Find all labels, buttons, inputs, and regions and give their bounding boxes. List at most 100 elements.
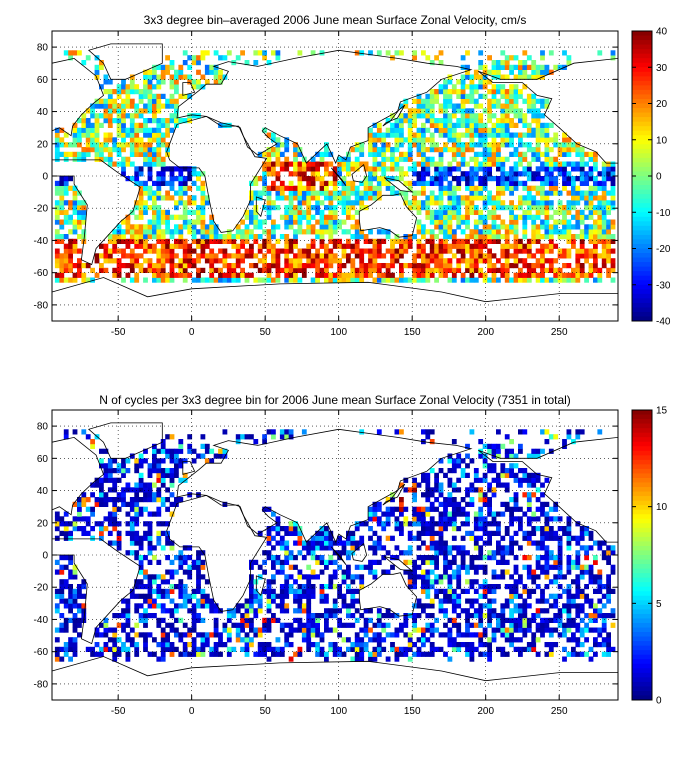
bin-cell (504, 122, 510, 128)
bin-cell (372, 267, 378, 273)
bin-cell (346, 190, 351, 196)
bin-cell (412, 98, 417, 104)
bin-cell (526, 535, 532, 541)
bin-cell (509, 209, 514, 215)
bin-cell (143, 234, 148, 240)
bin-cell (579, 263, 585, 269)
bin-cell (63, 258, 69, 264)
bin-cell (63, 603, 69, 609)
bin-cell (103, 74, 109, 80)
bin-cell (588, 627, 594, 633)
bin-cell (518, 93, 523, 99)
bin-cell (54, 151, 60, 157)
bin-cell (407, 200, 413, 206)
bin-cell (575, 622, 581, 628)
bin-cell (165, 579, 170, 585)
bin-cell (385, 118, 391, 124)
bin-cell (271, 579, 276, 585)
bin-cell (557, 142, 563, 148)
bin-cell (584, 530, 589, 536)
bin-cell (571, 142, 576, 148)
bin-cell (165, 238, 170, 244)
bin-cell (99, 156, 104, 162)
bin-cell (491, 627, 497, 633)
bin-cell (337, 584, 342, 590)
bin-cell (575, 234, 581, 240)
bin-cell (341, 545, 347, 551)
bin-cell (451, 156, 457, 162)
bin-cell (478, 545, 484, 551)
bin-cell (200, 574, 206, 580)
bin-cell (187, 627, 193, 633)
bin-cell (429, 180, 435, 186)
bin-cell (332, 243, 338, 249)
bin-cell (447, 593, 453, 599)
bin-cell (363, 632, 369, 638)
bin-cell (447, 511, 453, 517)
bin-cell (350, 588, 356, 594)
bin-cell (482, 501, 488, 507)
bin-cell (165, 608, 170, 614)
bin-cell (125, 622, 131, 628)
bin-cell (152, 137, 157, 143)
bin-cell (306, 632, 312, 638)
bin-cell (231, 613, 237, 619)
bin-cell (579, 219, 585, 225)
bin-cell (107, 530, 113, 536)
bin-cell (156, 238, 162, 244)
bin-cell (94, 147, 100, 153)
bin-cell (562, 272, 567, 278)
bin-cell (138, 200, 144, 206)
bin-cell (354, 632, 360, 638)
bin-cell (301, 603, 307, 609)
y-tick-label: 80 (37, 43, 49, 54)
bin-cell (59, 555, 65, 561)
bin-cell (165, 646, 170, 652)
bin-cell (271, 224, 276, 230)
bin-cell (107, 113, 113, 119)
bin-cell (350, 545, 356, 551)
bin-cell (134, 166, 140, 172)
bin-cell (509, 108, 514, 114)
bin-cell (99, 103, 104, 109)
bin-cell (593, 627, 598, 633)
bin-cell (301, 593, 307, 599)
bin-cell (531, 195, 537, 201)
bin-cell (496, 84, 501, 90)
bin-cell (196, 209, 201, 215)
bin-cell (504, 559, 510, 565)
bin-cell (456, 569, 462, 575)
bin-cell (513, 103, 519, 109)
bin-cell (191, 200, 197, 206)
bin-cell (610, 646, 616, 652)
bin-cell (68, 637, 73, 643)
bin-cell (354, 238, 360, 244)
bin-cell (324, 545, 329, 551)
bin-cell (129, 516, 135, 522)
bin-cell (473, 622, 479, 628)
bin-cell (319, 156, 325, 162)
bin-cell (540, 122, 545, 128)
bin-cell (94, 64, 100, 70)
bin-cell (407, 205, 413, 211)
bin-cell (553, 180, 559, 186)
bin-cell (438, 118, 444, 124)
bin-cell (593, 234, 598, 240)
bin-cell (557, 516, 563, 522)
bin-cell (465, 84, 470, 90)
bin-cell (279, 646, 285, 652)
bin-cell (147, 530, 153, 536)
bin-cell (310, 584, 316, 590)
bin-cell (447, 200, 453, 206)
bin-cell (425, 108, 431, 114)
bin-cell (332, 195, 338, 201)
bin-cell (143, 569, 148, 575)
bin-cell (191, 195, 197, 201)
bin-cell (496, 526, 501, 532)
bin-cell (575, 151, 581, 157)
bin-cell (535, 277, 541, 283)
bin-cell (438, 545, 444, 551)
bin-cell (540, 569, 545, 575)
bin-cell (412, 506, 417, 512)
bin-cell (553, 272, 559, 278)
